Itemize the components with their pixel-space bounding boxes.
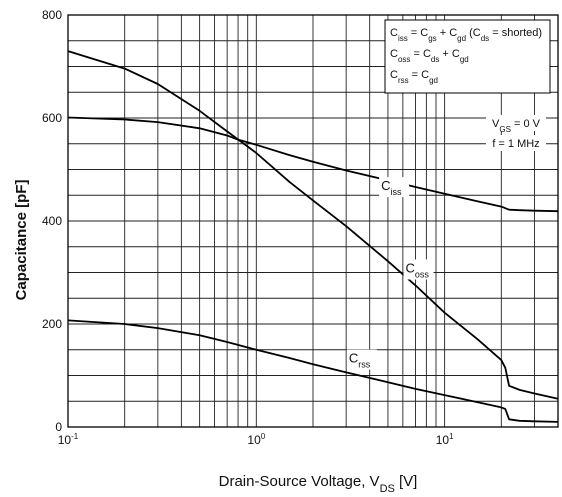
series-line-oss [67, 50, 559, 400]
legend-entry: Crss = Cgd [390, 69, 438, 85]
curve-label-bg [403, 259, 434, 280]
y-tick-label: 200 [42, 317, 62, 331]
y-tick-label: 0 [55, 420, 62, 434]
legend-entry: Coss = Cds + Cgd [390, 48, 469, 64]
curve-label-iss: Ciss [381, 178, 402, 197]
condition-bg [486, 135, 546, 151]
condition-line: f = 1 MHz [492, 138, 539, 150]
legend-box [384, 19, 551, 94]
y-tick-label: 400 [42, 214, 62, 228]
y-tick-label: 800 [42, 8, 62, 22]
condition-bg [486, 115, 546, 131]
legend-entry: Ciss = Cgs + Cgd (Cds = shorted) [390, 27, 542, 43]
x-tick-label: 10-1 [58, 432, 79, 447]
series-curves [67, 50, 559, 423]
curve-labels: Ciss Coss Crss [346, 177, 434, 370]
curve-label-oss: Coss [406, 261, 430, 280]
test-conditions: VGS = 0 V f = 1 MHz [486, 115, 546, 151]
x-axis-title: Drain-Source Voltage, VDS [V] [219, 473, 418, 495]
legend: Ciss = Cgs + Cgd (Cds = shorted) Coss = C… [384, 19, 551, 94]
y-tick-labels: 0 200 400 600 800 [42, 8, 62, 434]
x-tick-labels: 10-1 100 101 [58, 432, 454, 447]
condition-line: VGS = 0 V [492, 118, 541, 134]
curve-label-bg [379, 177, 410, 198]
plot-frame [67, 14, 559, 428]
y-axis-title: Capacitance [pF] [13, 180, 30, 301]
x-tick-label: 100 [247, 432, 265, 447]
series-line-iss [67, 116, 559, 213]
series-line-rss [67, 319, 559, 423]
curve-label-rss: Crss [349, 351, 371, 370]
x-tick-label: 101 [436, 432, 454, 447]
y-tick-label: 600 [42, 111, 62, 125]
curve-label-bg [346, 349, 377, 370]
